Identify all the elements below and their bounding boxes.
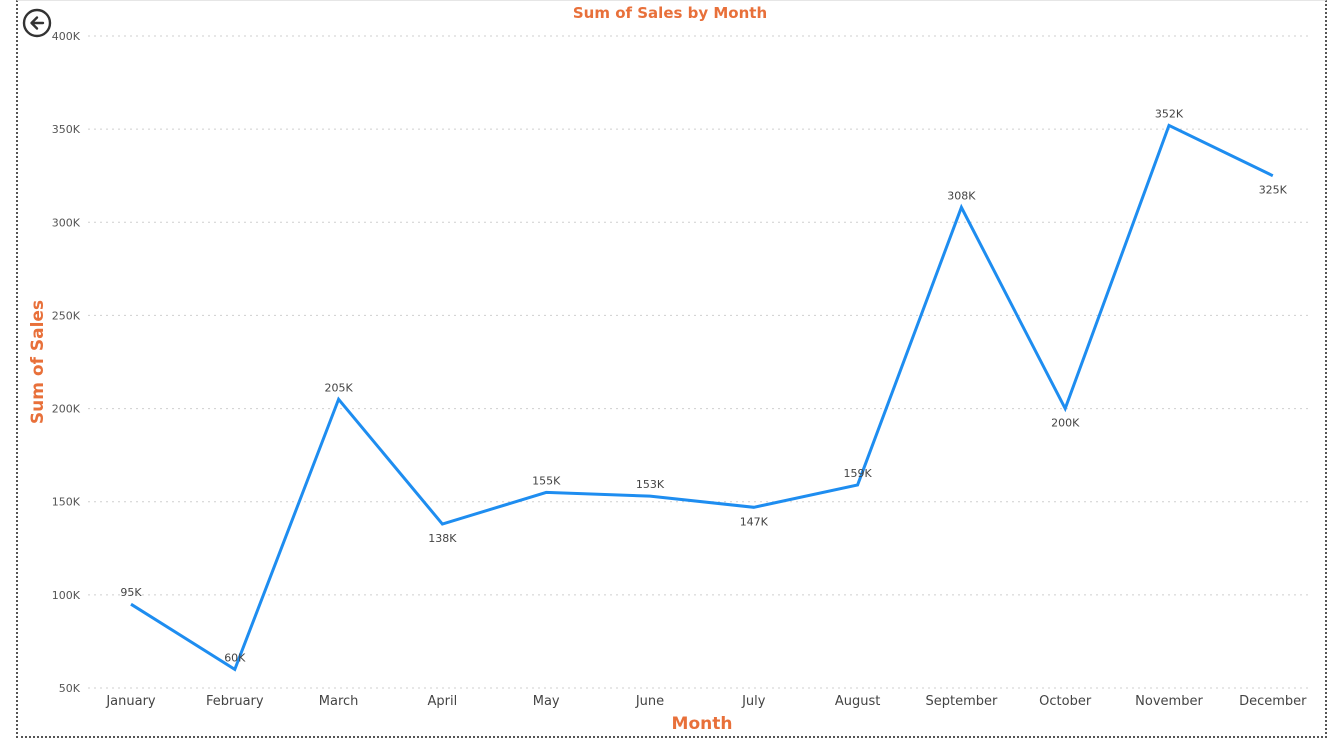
chart-title: Sum of Sales by Month xyxy=(573,4,767,22)
data-label: 155K xyxy=(532,474,561,487)
data-labels: 95K 60K 205K 138K 155K 153K 147K 159K 308K 200K 35… xyxy=(120,107,1287,664)
back-arrow-icon[interactable] xyxy=(22,8,52,38)
data-label: 352K xyxy=(1155,107,1184,120)
x-tick-label: September xyxy=(925,694,998,709)
x-tick-label: June xyxy=(635,694,664,709)
chart-frame xyxy=(16,0,1327,738)
data-label: 153K xyxy=(636,478,665,491)
y-tick-label: 50K xyxy=(59,682,81,695)
y-tick-label: 250K xyxy=(52,309,81,322)
data-label: 147K xyxy=(740,515,769,528)
x-tick-label: April xyxy=(428,694,458,709)
series-layer xyxy=(130,123,1274,672)
x-tick-label: August xyxy=(835,694,881,709)
y-tick-label: 100K xyxy=(52,589,81,602)
y-tick-label: 300K xyxy=(52,216,81,229)
x-tick-label: October xyxy=(1039,694,1092,709)
y-tick-label: 150K xyxy=(52,496,81,509)
series-line xyxy=(130,123,1274,672)
y-tick-label: 350K xyxy=(52,123,81,136)
x-tick-label: December xyxy=(1239,694,1307,709)
data-label: 325K xyxy=(1259,184,1288,197)
x-tick-label: February xyxy=(206,694,264,709)
data-label: 200K xyxy=(1051,417,1080,430)
x-tick-label: May xyxy=(533,694,560,709)
data-label: 95K xyxy=(120,586,142,599)
x-tick-label: March xyxy=(319,694,359,709)
y-tick-label: 400K xyxy=(52,30,81,43)
x-tick-label: July xyxy=(741,694,766,709)
data-label: 205K xyxy=(324,381,353,394)
data-label: 138K xyxy=(428,532,457,545)
y-axis-title: Sum of Sales xyxy=(28,300,48,424)
data-label: 308K xyxy=(947,189,976,202)
y-axis-ticks: 50K 100K 150K 200K 250K 300K 350K 400K xyxy=(52,30,81,695)
x-tick-label: January xyxy=(105,694,156,709)
data-label: 159K xyxy=(843,467,872,480)
y-tick-label: 200K xyxy=(52,403,81,416)
x-axis-ticks: January February March April May June July Augu… xyxy=(105,694,1307,709)
x-axis-title: Month xyxy=(672,714,733,734)
x-tick-label: November xyxy=(1135,694,1203,709)
gridlines xyxy=(88,35,1312,689)
data-label: 60K xyxy=(224,651,246,664)
